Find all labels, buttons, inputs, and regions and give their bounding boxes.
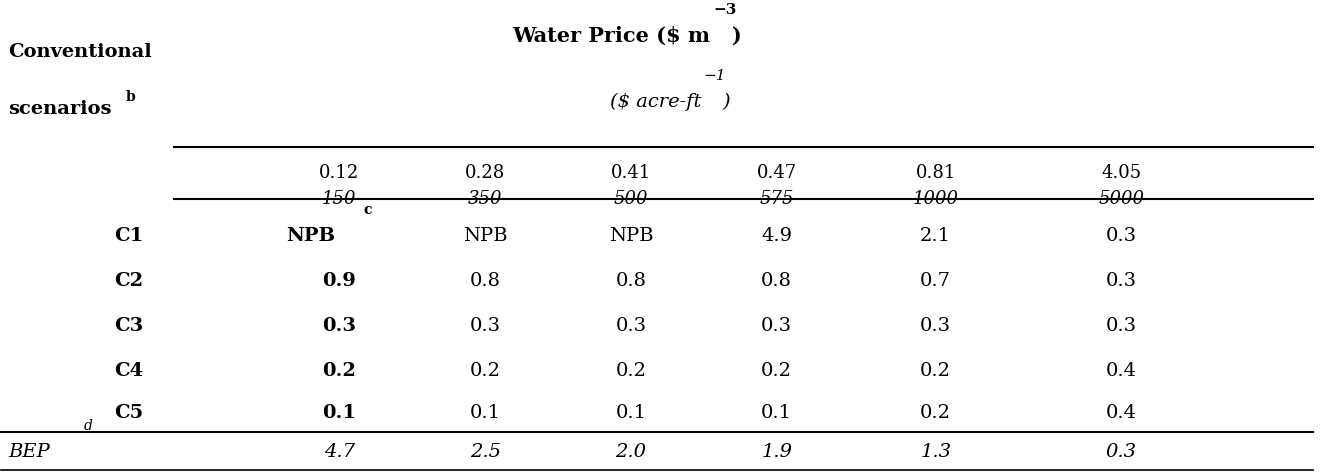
Text: 0.3: 0.3 [323, 317, 356, 335]
Text: −3: −3 [713, 3, 737, 17]
Text: 0.4: 0.4 [1106, 362, 1137, 380]
Text: 0.81: 0.81 [915, 164, 956, 182]
Text: 4.7: 4.7 [324, 443, 355, 461]
Text: 1.9: 1.9 [761, 443, 791, 461]
Text: C2: C2 [114, 272, 143, 290]
Text: 0.3: 0.3 [1106, 317, 1137, 335]
Text: 0.1: 0.1 [470, 404, 501, 422]
Text: NPB: NPB [462, 228, 507, 246]
Text: BEP: BEP [8, 443, 49, 461]
Text: 0.47: 0.47 [757, 164, 797, 182]
Text: C5: C5 [114, 404, 143, 422]
Text: 0.3: 0.3 [920, 317, 951, 335]
Text: 0.3: 0.3 [1106, 272, 1137, 290]
Text: Water Price ($ m: Water Price ($ m [513, 26, 710, 46]
Text: 0.9: 0.9 [323, 272, 356, 290]
Text: ($ acre-ft: ($ acre-ft [610, 93, 701, 111]
Text: 1000: 1000 [912, 189, 959, 208]
Text: NPB: NPB [287, 228, 336, 246]
Text: 0.7: 0.7 [920, 272, 951, 290]
Text: 0.1: 0.1 [323, 404, 356, 422]
Text: ): ) [722, 93, 730, 111]
Text: C3: C3 [114, 317, 143, 335]
Text: 0.2: 0.2 [761, 362, 791, 380]
Text: 1.3: 1.3 [920, 443, 951, 461]
Text: 500: 500 [614, 189, 648, 208]
Text: C4: C4 [114, 362, 143, 380]
Text: −1: −1 [704, 69, 726, 83]
Text: 0.2: 0.2 [920, 362, 951, 380]
Text: 0.3: 0.3 [1106, 443, 1137, 461]
Text: 0.8: 0.8 [470, 272, 501, 290]
Text: 575: 575 [760, 189, 794, 208]
Text: ): ) [732, 26, 741, 46]
Text: Conventional: Conventional [8, 43, 151, 61]
Text: 5000: 5000 [1098, 189, 1145, 208]
Text: 4.05: 4.05 [1101, 164, 1141, 182]
Text: 0.8: 0.8 [615, 272, 647, 290]
Text: 2.0: 2.0 [615, 443, 647, 461]
Text: scenarios: scenarios [8, 100, 112, 118]
Text: 0.3: 0.3 [470, 317, 501, 335]
Text: 0.2: 0.2 [470, 362, 501, 380]
Text: c: c [363, 203, 372, 218]
Text: NPB: NPB [608, 228, 653, 246]
Text: 150: 150 [323, 189, 357, 208]
Text: 0.2: 0.2 [920, 404, 951, 422]
Text: b: b [126, 90, 135, 104]
Text: 0.28: 0.28 [465, 164, 505, 182]
Text: d: d [84, 419, 93, 433]
Text: 0.1: 0.1 [615, 404, 647, 422]
Text: 0.41: 0.41 [611, 164, 651, 182]
Text: 2.5: 2.5 [470, 443, 501, 461]
Text: 0.1: 0.1 [761, 404, 791, 422]
Text: 0.12: 0.12 [319, 164, 360, 182]
Text: 350: 350 [467, 189, 502, 208]
Text: 4.9: 4.9 [761, 228, 793, 246]
Text: 0.3: 0.3 [761, 317, 793, 335]
Text: 0.2: 0.2 [323, 362, 356, 380]
Text: 0.2: 0.2 [615, 362, 647, 380]
Text: 2.1: 2.1 [920, 228, 951, 246]
Text: 0.4: 0.4 [1106, 404, 1137, 422]
Text: C1: C1 [114, 228, 143, 246]
Text: 0.8: 0.8 [761, 272, 791, 290]
Text: 0.3: 0.3 [615, 317, 647, 335]
Text: 0.3: 0.3 [1106, 228, 1137, 246]
